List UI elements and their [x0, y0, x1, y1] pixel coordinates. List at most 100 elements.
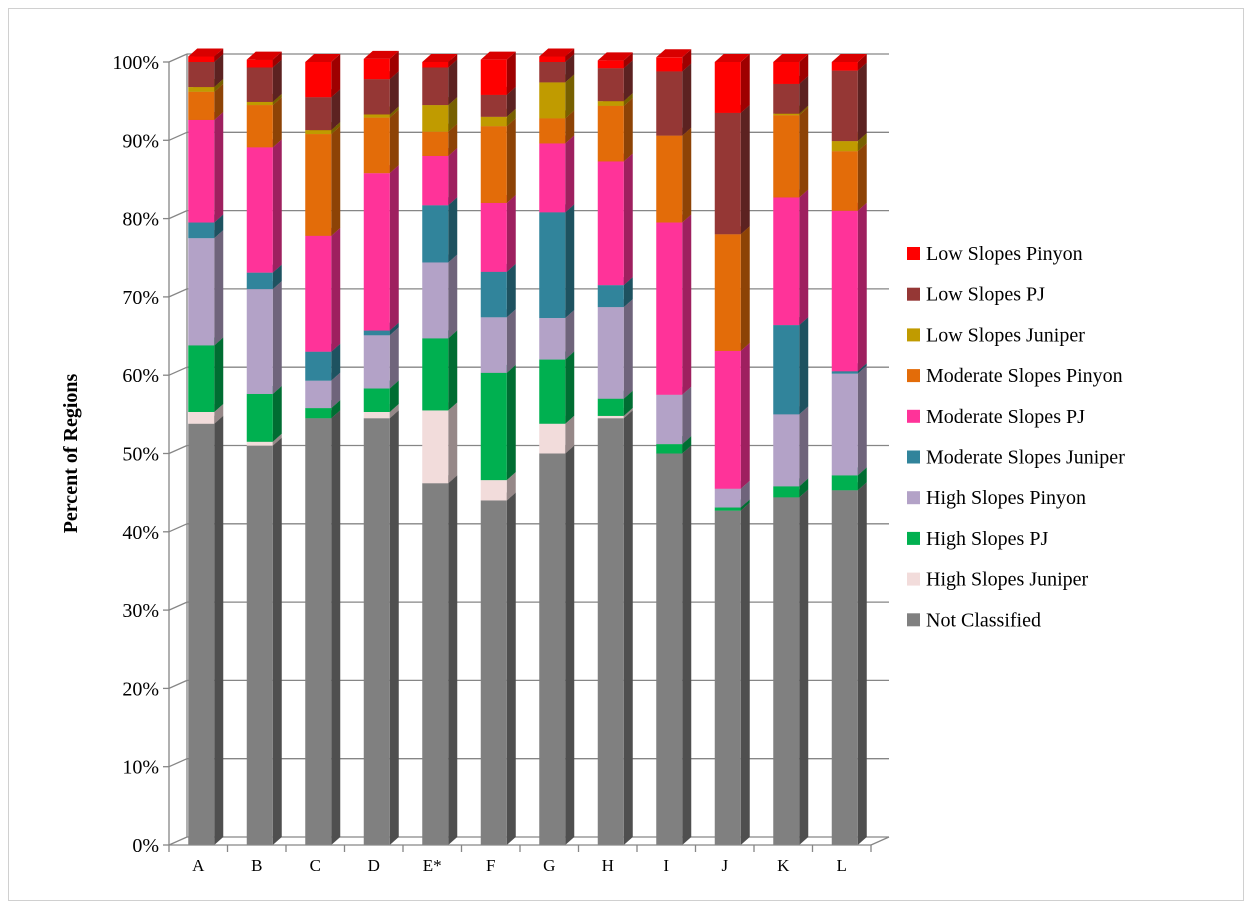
legend-item: Moderate Slopes Pinyon — [907, 365, 1123, 387]
bar-front — [246, 445, 273, 845]
bar-front — [363, 388, 390, 413]
bar-top — [363, 50, 399, 59]
bar-front — [422, 205, 449, 263]
bar-front — [305, 351, 332, 381]
y-tick-label: 70% — [122, 287, 159, 309]
x-tick-label: G — [543, 856, 555, 875]
bar-segment — [422, 330, 458, 411]
bar-front — [422, 62, 449, 68]
bar-front — [539, 212, 566, 319]
bar-side — [799, 317, 809, 415]
bar-segment — [188, 230, 224, 346]
gridline-depth — [168, 366, 188, 376]
bar-front — [539, 318, 566, 360]
bar-front — [597, 285, 624, 308]
bar-side — [623, 97, 633, 162]
chart-area: 0% 10% 20% 30% 40% 50% 60% 70% 80% 90% 100% A B C D E*… — [8, 8, 1244, 901]
x-tick-label: D — [368, 856, 380, 875]
bar-stack — [363, 50, 399, 845]
bar-front — [363, 418, 390, 845]
bar-side — [740, 502, 750, 845]
bar-front — [188, 91, 215, 120]
bar-side — [214, 214, 224, 239]
bar-segment — [480, 194, 516, 272]
bar-segment — [539, 445, 575, 845]
bar-side — [214, 48, 224, 62]
bar-front — [480, 94, 507, 117]
bar-side — [565, 415, 575, 454]
bar-segment — [305, 410, 341, 845]
bar-front — [363, 58, 390, 80]
x-tick-label: H — [602, 856, 614, 875]
bar-side — [448, 330, 458, 411]
bar-segment — [773, 107, 809, 198]
y-tick-label: 40% — [122, 522, 159, 544]
bar-front — [597, 60, 624, 69]
bar-segment — [480, 492, 516, 845]
bar-side — [389, 322, 399, 336]
bar-side — [565, 48, 575, 62]
legend-label: High Slopes Pinyon — [926, 487, 1086, 509]
bar-segment — [714, 226, 750, 351]
bar-side — [448, 197, 458, 263]
bar-segment — [422, 254, 458, 339]
bar-front — [480, 116, 507, 127]
gridline-depth — [168, 679, 188, 689]
bar-side — [565, 110, 575, 144]
bar-segment — [305, 54, 341, 98]
bar-front — [597, 161, 624, 286]
bar-top — [246, 51, 282, 60]
bar-side — [799, 406, 809, 487]
bar-front — [656, 453, 683, 845]
bar-segment — [656, 214, 692, 395]
bar-side — [857, 62, 867, 142]
bar-side — [565, 74, 575, 119]
bar-segment — [246, 281, 282, 394]
bar-side — [272, 93, 282, 106]
bar-stack — [714, 54, 750, 845]
bar-segment — [773, 54, 809, 84]
x-tick-label: J — [721, 856, 728, 875]
legend-label: Low Slopes PJ — [926, 284, 1045, 306]
legend: Low Slopes Pinyon Low Slopes PJ Low Slopes… — [907, 243, 1125, 631]
bar-side — [506, 492, 516, 845]
stacked-bar-chart: 0% 10% 20% 30% 40% 50% 60% 70% 80% 90% 100% A B C D E*… — [60, 48, 1125, 875]
bar-segment — [831, 202, 867, 372]
gridline-depth — [168, 601, 188, 611]
bar-segment — [188, 111, 224, 223]
y-tick-label: 80% — [122, 209, 159, 231]
bar-front — [831, 373, 858, 476]
bar-front — [246, 441, 273, 446]
bar-front — [188, 238, 215, 346]
bar-segment — [714, 342, 750, 489]
bar-side — [389, 380, 399, 413]
bar-side — [214, 79, 224, 92]
bar-front — [305, 235, 332, 352]
bar-segment — [656, 386, 692, 445]
bar-front — [480, 372, 507, 481]
bar-side — [272, 385, 282, 442]
bar-segment — [831, 482, 867, 845]
gridlines — [168, 53, 889, 846]
bar-side — [448, 254, 458, 339]
bar-front — [656, 222, 683, 395]
bar-side — [214, 337, 224, 413]
bar-front — [422, 483, 449, 845]
bar-segment — [597, 410, 633, 845]
legend-label: Not Classified — [926, 609, 1041, 631]
bar-stack — [656, 49, 692, 845]
bar-front — [188, 423, 215, 845]
legend-item: Low Slopes Juniper — [907, 324, 1085, 346]
bar-segment — [539, 135, 575, 213]
legend-label: Moderate Slopes Juniper — [926, 447, 1125, 469]
bar-side — [272, 139, 282, 273]
bar-side — [506, 309, 516, 373]
bar-segment — [246, 59, 282, 102]
bar-side — [448, 97, 458, 132]
bar-side — [799, 107, 809, 198]
bar-stack — [305, 54, 341, 845]
bar-front — [773, 325, 800, 415]
legend-swatch — [907, 572, 920, 586]
bar-side — [506, 51, 516, 95]
bar-front — [656, 444, 683, 454]
